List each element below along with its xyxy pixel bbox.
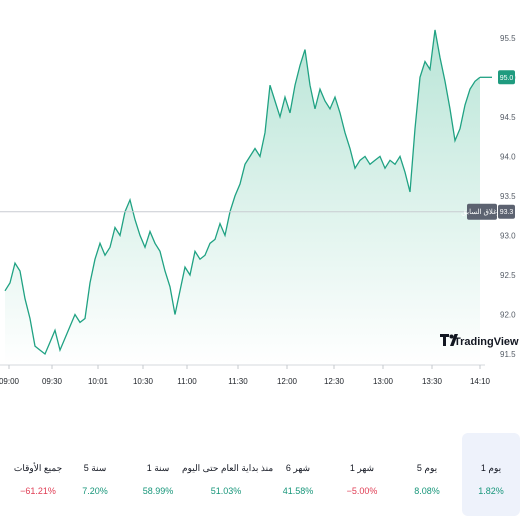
period-change-value: 51.03%: [210, 486, 242, 496]
price-area-fill: [5, 29, 480, 366]
y-tick-label: 94.0: [500, 152, 516, 161]
x-tick-label: 10:01: [88, 377, 109, 386]
period-tab[interactable]: منذ بداية العام حتى اليوم 51.03%: [182, 433, 274, 516]
x-tick-label: 09:00: [0, 377, 20, 386]
x-tick-label: 12:30: [324, 377, 345, 386]
y-tick-label: 95.5: [500, 34, 516, 43]
period-tab[interactable]: 1 يوم 1.82%: [462, 433, 520, 516]
period-label: 1 شهر: [349, 463, 375, 473]
x-tick-label: 14:10: [470, 377, 491, 386]
y-tick-label: 93.5: [500, 192, 516, 201]
previous-close-value-badge: [498, 204, 515, 219]
period-change-value: 1.82%: [478, 486, 504, 496]
period-tab[interactable]: 5 يوم 8.08%: [399, 433, 455, 516]
period-label: جميع الأوقات: [13, 463, 63, 473]
period-change-value: ‎−5.00%: [346, 486, 378, 496]
x-tick-label: 13:00: [373, 377, 394, 386]
previous-close-value: 93.3: [500, 209, 514, 216]
y-tick-label: 92.5: [500, 271, 516, 280]
period-change-value: 58.99%: [142, 486, 174, 496]
period-label: منذ بداية العام حتى اليوم: [182, 463, 274, 473]
price-area-layer: [4, 29, 492, 366]
previous-close-label: الإغلاق السابق: [461, 208, 502, 216]
y-tick-label: 91.5: [500, 350, 516, 359]
y-tick-label: 94.5: [500, 113, 516, 122]
last-price-value: 95.0: [500, 75, 514, 82]
x-tick-label: 11:00: [177, 377, 197, 386]
period-tab[interactable]: 6 شهر 41.58%: [268, 433, 328, 516]
last-price-layer: 95.0: [498, 70, 515, 85]
period-change-value: 41.58%: [282, 486, 314, 496]
x-tick-label: 13:30: [422, 377, 443, 386]
x-tick-label: 11:30: [228, 377, 248, 386]
tradingview-logo: TradingView: [440, 334, 519, 348]
period-tab[interactable]: 1 شهر ‎−5.00%: [335, 433, 389, 516]
period-label: 5 يوم: [416, 463, 438, 473]
y-tick-label: 92.0: [500, 311, 516, 320]
period-label: 5 سنة: [83, 463, 107, 473]
tradingview-logo-text: TradingView: [454, 336, 519, 348]
x-axis: 09:00 09:30 10:01 10:30 11:00 11:30 12:00 12:30…: [0, 365, 491, 386]
period-label: 6 شهر: [285, 463, 311, 473]
tradingview-logo-icon: [440, 334, 458, 346]
price-chart[interactable]: 91.5 92.0 92.5 93.0 93.5 94.0 94.5 95.0 95.5 09:…: [0, 0, 520, 433]
period-performance-bar: جميع الأوقات ‎−61.21% 5 سنة 7.20% 1 سنة 58.99…: [0, 433, 520, 520]
y-tick-label: 93.0: [500, 231, 516, 240]
x-tick-label: 12:00: [277, 377, 298, 386]
period-change-value: 8.08%: [414, 486, 440, 496]
x-tick-label: 09:30: [42, 377, 63, 386]
previous-close-label-badge: [467, 203, 497, 220]
period-tab[interactable]: 5 سنة 7.20%: [68, 433, 122, 516]
period-change-value: 7.20%: [82, 486, 108, 496]
x-tick-label: 10:30: [133, 377, 154, 386]
price-line: [4, 29, 481, 356]
period-tab[interactable]: جميع الأوقات ‎−61.21%: [5, 433, 71, 516]
period-change-value: ‎−61.21%: [20, 486, 56, 496]
period-tab[interactable]: 1 سنة 58.99%: [128, 433, 188, 516]
period-label: 1 سنة: [146, 463, 170, 473]
period-label: 1 يوم: [480, 463, 502, 473]
last-price-badge: [498, 70, 515, 85]
